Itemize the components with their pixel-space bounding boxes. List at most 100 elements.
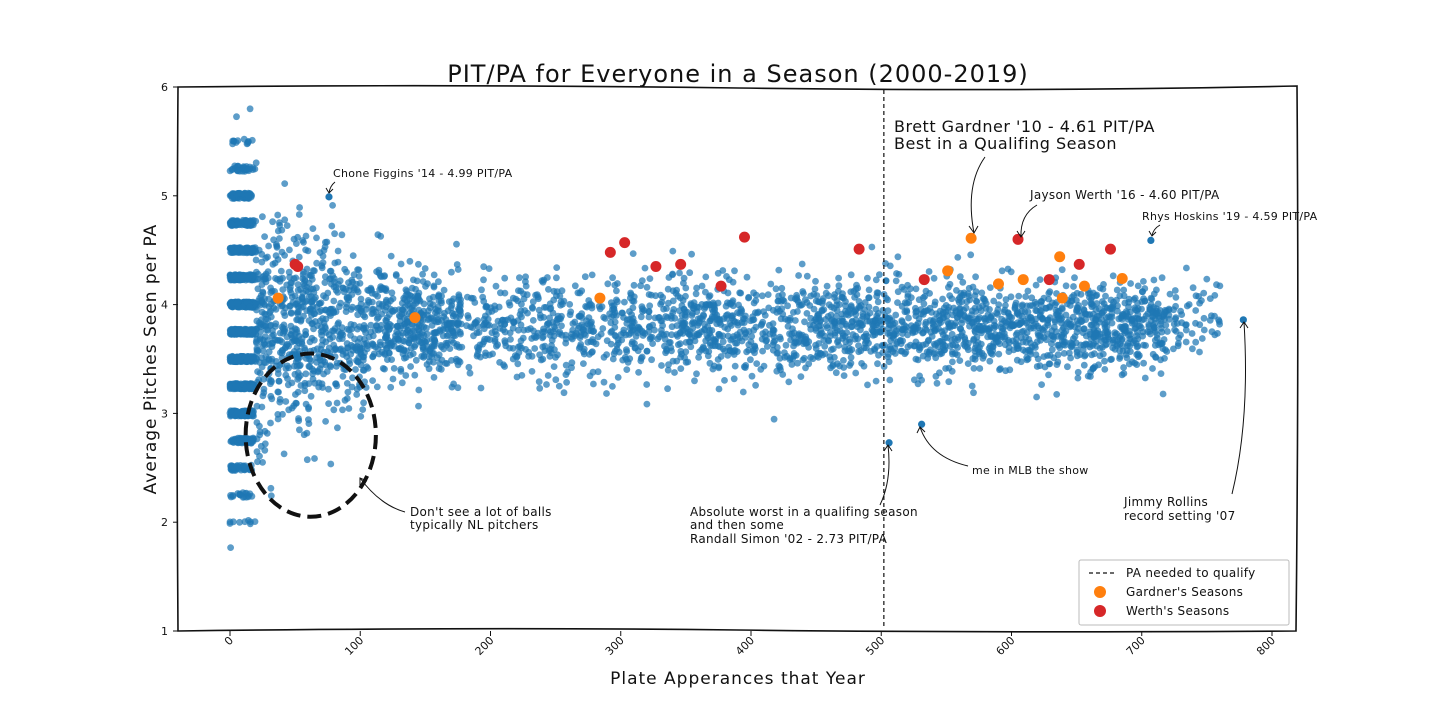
season-point (858, 316, 866, 323)
season-point (346, 357, 353, 364)
season-point (1031, 341, 1039, 349)
season-point (265, 242, 272, 250)
season-point (331, 230, 338, 238)
season-point (373, 322, 380, 330)
season-point (347, 306, 355, 313)
annotation-rollins-arrow (1231, 321, 1246, 495)
season-point (425, 353, 433, 361)
season-point (241, 518, 249, 526)
season-point (485, 265, 493, 272)
season-point (896, 336, 904, 344)
season-point (786, 356, 794, 363)
season-point (729, 297, 737, 305)
season-point (1067, 302, 1074, 309)
gardner-point (1116, 272, 1128, 284)
season-point (562, 331, 570, 339)
season-point (1165, 315, 1173, 323)
season-point (1033, 393, 1040, 401)
season-point (1055, 315, 1063, 323)
season-point (698, 301, 706, 308)
season-point (311, 455, 318, 462)
season-point (887, 337, 895, 345)
season-point (595, 302, 603, 310)
season-point (501, 328, 509, 336)
season-point (1073, 328, 1081, 336)
season-point (469, 295, 477, 302)
season-point (507, 336, 514, 343)
season-point (1027, 347, 1034, 355)
season-point (236, 436, 244, 443)
gardner-point (1054, 251, 1066, 263)
season-point (1064, 363, 1071, 371)
season-point (977, 307, 985, 315)
season-point (406, 257, 414, 265)
season-point (233, 299, 241, 307)
season-point (1074, 368, 1082, 376)
season-point (956, 357, 964, 364)
season-point (576, 343, 584, 351)
season-point (1216, 282, 1224, 290)
season-point (904, 293, 912, 301)
season-point (907, 322, 915, 329)
season-point (288, 327, 296, 335)
season-point (507, 314, 515, 322)
season-point (995, 292, 1003, 300)
season-point (381, 328, 389, 336)
season-point (970, 389, 977, 397)
season-point (1147, 294, 1155, 302)
season-point (778, 298, 785, 305)
annotation-werth-arrow (1020, 204, 1038, 238)
season-point (737, 289, 745, 297)
season-point (330, 309, 337, 317)
season-point (655, 314, 662, 322)
season-point (1006, 366, 1014, 374)
season-point (279, 410, 286, 418)
season-point (506, 301, 514, 309)
season-point (1215, 316, 1222, 324)
season-point (1125, 360, 1133, 368)
season-point (261, 440, 269, 448)
season-point (270, 236, 277, 244)
all-seasons-points (226, 105, 1224, 551)
season-point (284, 381, 292, 389)
season-point (457, 320, 465, 328)
annotation-simon-line-3: Randall Simon '02 - 2.73 PIT/PA (690, 532, 888, 546)
season-point (390, 338, 398, 345)
season-point (274, 370, 282, 378)
season-point (646, 275, 654, 282)
season-point (244, 166, 252, 174)
werth-point (604, 246, 616, 258)
season-point (243, 274, 251, 281)
season-point (706, 329, 713, 337)
season-point (799, 356, 807, 364)
season-point (295, 296, 302, 304)
season-point (773, 350, 781, 357)
season-point (879, 307, 887, 314)
season-point (360, 353, 368, 361)
season-point (961, 334, 968, 341)
season-point (865, 294, 873, 301)
season-point (281, 312, 289, 319)
season-point (680, 279, 687, 287)
season-point (588, 302, 596, 309)
season-point (387, 383, 395, 391)
season-point (779, 371, 787, 378)
season-point (276, 219, 283, 227)
season-point (662, 349, 669, 357)
season-point (1120, 370, 1128, 377)
season-point (364, 342, 371, 349)
season-point (327, 267, 335, 275)
season-point (871, 345, 878, 353)
season-point (982, 300, 990, 307)
werth-point (853, 243, 865, 255)
season-point (1068, 293, 1076, 301)
season-point (1080, 361, 1088, 369)
season-point (303, 265, 311, 273)
season-point (557, 315, 564, 323)
season-point (568, 335, 576, 343)
pitchers-ellipse (243, 351, 378, 519)
season-point (686, 338, 694, 346)
season-point (1173, 320, 1181, 327)
season-point (1060, 350, 1068, 357)
season-point (834, 338, 841, 346)
